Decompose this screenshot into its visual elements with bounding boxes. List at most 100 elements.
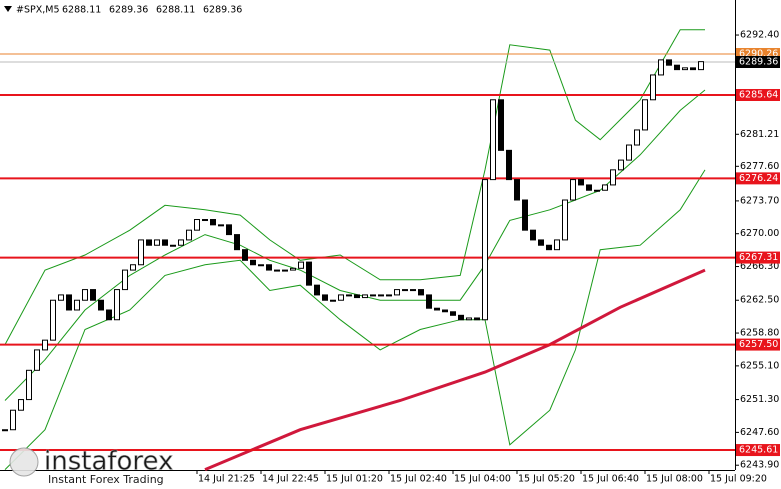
candle xyxy=(578,179,584,186)
moving-average xyxy=(204,268,706,471)
y-tick-label: 6266.30 xyxy=(740,261,779,272)
candle xyxy=(514,179,520,201)
candle xyxy=(218,224,224,227)
candle xyxy=(594,189,600,192)
resistance-level-label: 6290.26 xyxy=(739,49,778,60)
candle xyxy=(90,289,96,301)
candle xyxy=(266,264,272,271)
candle xyxy=(330,299,336,302)
logo-icon xyxy=(9,447,39,477)
candle xyxy=(258,264,264,267)
candle xyxy=(634,129,640,146)
candle xyxy=(666,59,672,66)
candle xyxy=(386,294,392,297)
candle xyxy=(314,284,320,296)
support-level-tag xyxy=(736,338,780,351)
y-tick-label: 6243.90 xyxy=(740,460,779,471)
y-tick-label: 6270.00 xyxy=(740,228,779,239)
candle xyxy=(354,294,360,299)
candle xyxy=(306,261,312,286)
candle xyxy=(370,294,376,297)
candle xyxy=(346,294,352,297)
ohlc-value: 6289.36 xyxy=(109,5,148,16)
candle xyxy=(50,299,56,341)
y-tick-label: 6281.21 xyxy=(740,129,779,140)
candle xyxy=(602,184,608,191)
brand: instaforex xyxy=(44,447,173,477)
y-tick-label: 6277.60 xyxy=(740,161,779,172)
candle xyxy=(114,289,120,321)
support-level-label: 6276.24 xyxy=(739,173,778,184)
candle xyxy=(562,199,568,241)
candle xyxy=(210,219,216,226)
candle xyxy=(298,261,304,269)
candle xyxy=(538,239,544,246)
candle xyxy=(522,199,528,231)
candle xyxy=(162,239,168,246)
candle xyxy=(690,67,696,71)
support-level-tag xyxy=(736,251,780,264)
candle xyxy=(490,99,496,181)
support-level-label: 6257.50 xyxy=(739,339,778,350)
bid-label: 6289.36 xyxy=(739,56,778,67)
candle xyxy=(610,169,616,186)
candle xyxy=(418,289,424,296)
x-tick-label: 15 Jul 05:20 xyxy=(518,474,575,485)
y-tick-label: 6273.70 xyxy=(740,195,779,206)
candle xyxy=(650,74,656,101)
x-tick-label: 15 Jul 09:20 xyxy=(710,474,767,485)
candle xyxy=(410,289,416,292)
ohlc-value: 6289.36 xyxy=(203,5,242,16)
bid-tag xyxy=(736,55,780,68)
support-level-tag xyxy=(736,172,780,185)
candle xyxy=(698,61,704,71)
candle xyxy=(506,149,512,181)
y-tick-label: 6258.80 xyxy=(740,328,779,339)
candle xyxy=(426,294,432,309)
candle xyxy=(498,99,504,151)
candle xyxy=(586,184,592,191)
support-level-label: 6245.61 xyxy=(739,445,778,456)
support-level-tag xyxy=(736,444,780,457)
candle xyxy=(98,299,104,311)
candle xyxy=(658,59,664,76)
candle xyxy=(2,429,8,432)
tagline: Instant Forex Trading xyxy=(48,473,164,486)
candle xyxy=(394,289,400,296)
candle xyxy=(146,239,152,246)
candle xyxy=(34,349,40,371)
support-level-tag xyxy=(736,88,780,101)
symbol: #SPX,M5 xyxy=(16,5,60,16)
candle xyxy=(442,309,448,313)
candle xyxy=(466,317,472,321)
candle xyxy=(482,179,488,321)
support-level-label: 6267.31 xyxy=(739,252,778,263)
candle xyxy=(530,229,536,241)
x-tick-label: 15 Jul 02:40 xyxy=(390,474,447,485)
candle xyxy=(250,259,256,266)
candle xyxy=(10,409,16,431)
candle xyxy=(154,239,160,246)
candle xyxy=(362,294,368,299)
x-tick-label: 15 Jul 01:20 xyxy=(326,474,383,485)
y-tick-label: 6255.10 xyxy=(740,360,779,371)
candle xyxy=(378,294,384,297)
candle xyxy=(242,249,248,261)
candle xyxy=(290,267,296,271)
x-tick-label: 15 Jul 06:40 xyxy=(582,474,639,485)
y-tick-label: 6247.60 xyxy=(740,427,779,438)
candle xyxy=(194,219,200,231)
candle xyxy=(170,244,176,247)
candle xyxy=(18,399,24,411)
candle xyxy=(474,317,480,321)
candle xyxy=(450,311,456,316)
support-level-label: 6285.64 xyxy=(739,89,778,100)
candle xyxy=(130,264,136,271)
y-tick-label: 6292.40 xyxy=(740,30,779,41)
candle xyxy=(178,239,184,246)
plot: 6292.40 6281.21 6277.60 6273.70 6270.00 6266.… xyxy=(0,29,780,485)
candle xyxy=(626,144,632,161)
candle xyxy=(274,269,280,272)
candle xyxy=(82,289,88,301)
candle xyxy=(202,219,208,222)
